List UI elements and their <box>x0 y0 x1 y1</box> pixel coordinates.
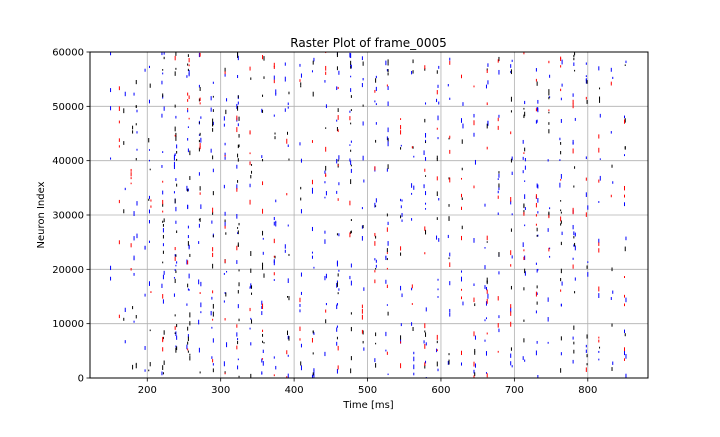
spike-marks <box>110 52 627 378</box>
x-tick-label: 400 <box>285 385 304 396</box>
y-axis-label: Neuron Index <box>36 181 47 248</box>
y-tick-label: 10000 <box>52 319 84 330</box>
y-tick-label: 30000 <box>52 211 84 222</box>
x-tick-label: 500 <box>358 385 377 396</box>
y-tick-label: 20000 <box>52 265 84 276</box>
y-tick-label: 40000 <box>52 156 84 167</box>
x-tick-label: 300 <box>211 385 230 396</box>
y-tick-label: 50000 <box>52 102 84 113</box>
y-tick-label: 0 <box>78 374 84 385</box>
axis-ticks: 200 300 400 500 600 700 800 0 10000 20000 30000 400… <box>52 48 597 397</box>
x-tick-label: 600 <box>431 385 450 396</box>
x-tick-label: 800 <box>578 385 597 396</box>
x-tick-label: 700 <box>505 385 524 396</box>
y-tick-label: 60000 <box>52 48 84 59</box>
x-axis-label: Time [ms] <box>342 400 394 411</box>
x-tick-label: 200 <box>138 385 157 396</box>
chart-title: Raster Plot of frame_0005 <box>290 36 446 50</box>
